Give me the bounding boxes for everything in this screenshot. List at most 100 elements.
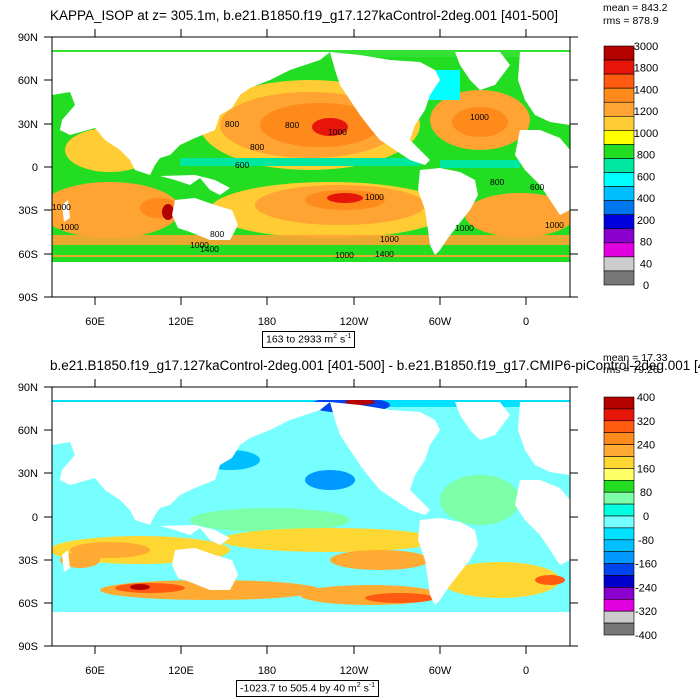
colorbar-swatch [603,575,635,588]
colorbar-swatch [603,515,635,529]
colorbar-swatch [603,45,635,61]
lat-label: 0 [32,512,38,524]
lat-label: 60S [18,249,38,261]
colorbar-swatch [603,396,635,410]
panel1-lat-axis: 90N 60N 30N 0 30S 60S 90S [18,32,38,304]
lat-label: 90N [18,32,38,44]
contour-label: 1000 [335,250,354,260]
lon-label: 60W [429,665,452,677]
colorbar-label: 40 [640,258,652,270]
lat-label: 90N [18,382,38,394]
contour-label: 800 [490,177,504,187]
colorbar-label: 1200 [634,106,658,118]
lon-label: 0 [523,316,529,328]
colorbar-swatch [603,242,635,258]
lon-label: 120W [340,316,369,328]
contour-label: 1400 [375,249,394,259]
colorbar-swatch [603,87,635,103]
colorbar-swatch [603,622,635,636]
lat-label: 0 [32,162,38,174]
contour-label: 600 [530,182,544,192]
lat-label: 30N [18,119,38,131]
panel2-title: b.e21.B1850.f19_g17.127kaControl-2deg.00… [50,358,700,373]
panel2-colorbar [603,396,635,636]
colorbar-label: -400 [635,630,657,642]
colorbar-swatch [603,270,635,286]
colorbar-label: 600 [637,171,655,183]
colorbar-label: 400 [637,193,655,205]
panel1-rms: rms = 878.9 [603,15,659,27]
lon-label: 180 [258,665,276,677]
panel1-colorbar [603,45,635,286]
panel2-lat-axis: 90N 60N 30N 0 30S 60S 90S [18,382,38,653]
panel2-rms: rms = 79.26 [603,364,659,376]
contour-label: 1000 [52,202,71,212]
contour-label: 1000 [380,234,399,244]
colorbar-swatch [603,256,635,272]
colorbar-swatch [603,214,635,230]
panel1-range-label: 163 to 2933 m2 s-1 [262,331,356,348]
colorbar-swatch [603,456,635,469]
contour-label: 1000 [545,220,564,230]
colorbar-swatch [603,468,635,481]
colorbar-swatch [603,491,635,505]
colorbar-swatch [603,551,635,564]
lat-label: 30S [18,205,38,217]
lon-label: 120E [168,316,194,328]
lat-label: 60N [18,75,38,87]
contour-label: 800 [225,119,239,129]
colorbar-swatch [603,479,635,493]
colorbar-swatch [603,420,635,433]
colorbar-label: 3000 [634,41,658,53]
colorbar-label: 0 [643,511,649,523]
panel1-mean: mean = 843.2 [603,2,668,14]
lat-label: 30S [18,555,38,567]
colorbar-label: -320 [635,606,657,618]
contour-label: 800 [210,229,224,239]
tick-marks [44,29,578,654]
colorbar-swatch [603,587,635,600]
colorbar-label: -240 [635,582,657,594]
contour-label: 1000 [455,223,474,233]
colorbar-swatch [603,130,635,145]
colorbar-swatch [603,73,635,89]
colorbar-label: 200 [637,215,655,227]
colorbar-swatch [603,115,635,131]
colorbar-label: 1800 [634,63,658,75]
colorbar-swatch [603,59,635,75]
colorbar-swatch [603,186,635,201]
colorbar-label: 1400 [634,84,658,96]
colorbar-label: 1000 [634,128,658,140]
colorbar-label: -160 [635,559,657,571]
colorbar-label: 80 [640,487,652,499]
lon-label: 60W [429,316,452,328]
colorbar-swatch [603,101,635,117]
contour-label: 1000 [60,222,79,232]
panel2-colorbar-labels: 400 320 240 160 80 0 -80 -160 -240 -320 -400 [635,392,657,642]
colorbar-swatch [603,539,635,552]
lon-label: 120E [168,665,194,677]
contour-label: 1000 [470,112,489,122]
lat-label: 60N [18,425,38,437]
colorbar-swatch [603,432,635,445]
panel2-lon-axis: 60E 120E 180 120W 60W 0 [85,665,529,677]
colorbar-swatch [603,444,635,457]
colorbar-swatch [603,610,635,624]
colorbar-swatch [603,598,635,612]
colorbar-label: 800 [637,150,655,162]
panel1-title: KAPPA_ISOP at z= 305.1m, b.e21.B1850.f19… [50,8,558,23]
contour-label: 1000 [365,192,384,202]
lon-label: 120W [340,665,369,677]
colorbar-swatch [603,563,635,576]
colorbar-swatch [603,408,635,422]
colorbar-label: 0 [643,280,649,292]
colorbar-swatch [603,158,635,173]
contour-label: 1000 [190,240,209,250]
lat-label: 60S [18,598,38,610]
panel1-lon-axis: 60E 120E 180 120W 60W 0 [85,316,529,328]
lat-label: 30N [18,468,38,480]
colorbar-label: -80 [638,535,654,547]
colorbar-label: 400 [637,392,655,404]
lon-label: 60E [85,665,105,677]
